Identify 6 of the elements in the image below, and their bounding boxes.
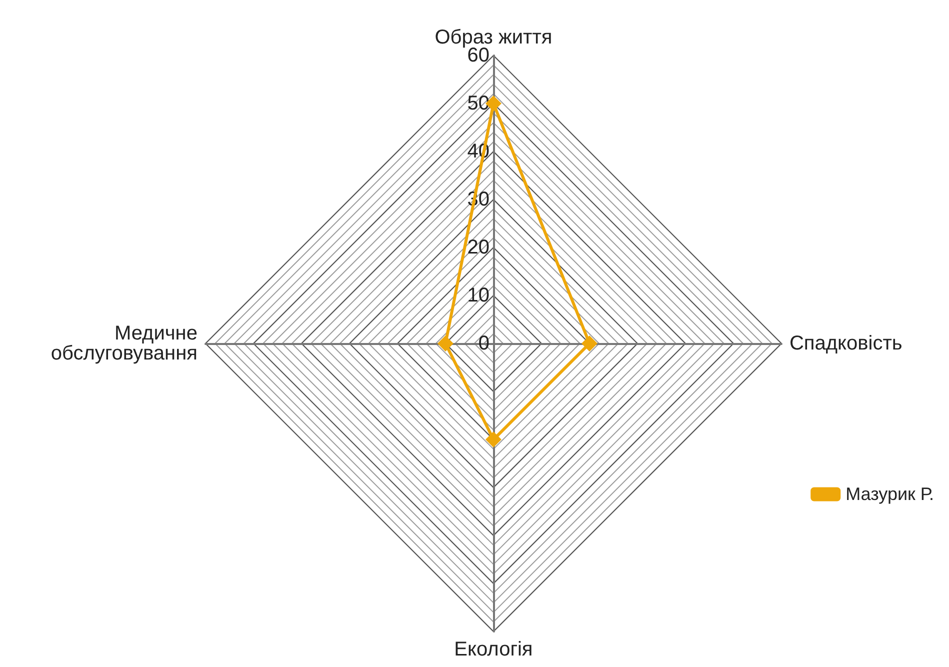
spoke-label: Спадковість bbox=[789, 332, 902, 355]
spoke-label: Екологія bbox=[454, 638, 533, 661]
spoke-label: Медичне обслуговування bbox=[50, 322, 198, 365]
legend-label: Мазурик Р. bbox=[846, 484, 934, 504]
y-tick-label: 20 bbox=[467, 236, 490, 259]
y-tick-label: 10 bbox=[467, 284, 490, 307]
